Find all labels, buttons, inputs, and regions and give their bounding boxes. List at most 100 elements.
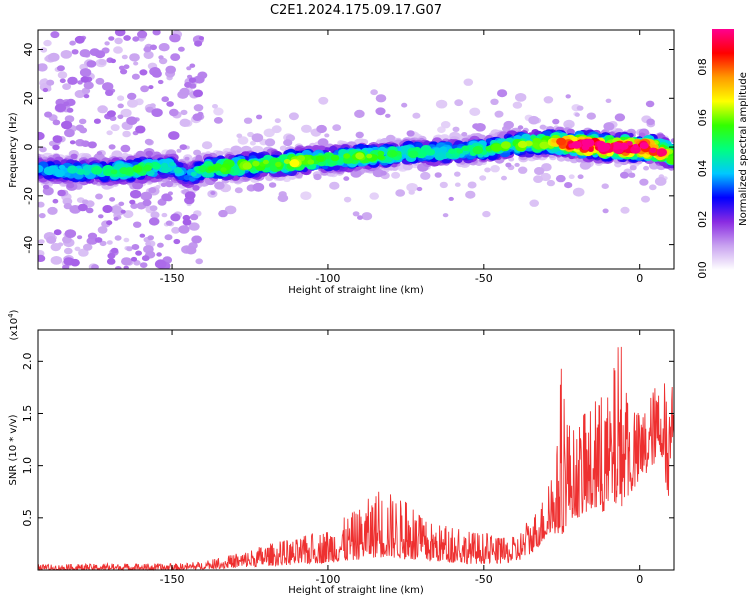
spectrogram-cell — [301, 124, 312, 133]
spectrogram-cell — [440, 121, 451, 129]
spectrogram-cell — [63, 172, 71, 178]
spectrogram-cell — [587, 147, 594, 152]
spectrogram-cell — [93, 118, 101, 124]
spectrogram-cell — [44, 111, 53, 118]
spectrogram-cell — [646, 118, 655, 126]
spectrogram-cell — [79, 118, 87, 125]
spectrogram-cell — [361, 212, 373, 221]
spectrogram-cell — [643, 165, 650, 171]
spectrogram-cell — [135, 125, 146, 134]
spectrogram-cell — [102, 82, 114, 91]
spectrogram-cell — [95, 77, 105, 85]
spectrogram-cell — [38, 239, 45, 245]
spectrogram-cell — [194, 75, 205, 84]
spectrogram-cell — [38, 131, 45, 141]
spectrogram-cell — [169, 161, 176, 167]
spectrogram-cell — [130, 203, 139, 209]
spectrogram-cell — [518, 166, 528, 174]
spectrogram-cell — [192, 185, 200, 191]
spectrogram-cell — [574, 112, 580, 117]
spectrogram-cell — [79, 127, 88, 134]
spectrogram-cell — [170, 53, 181, 61]
spectrogram-cell — [649, 184, 657, 191]
colorbar: 0.0 0.2 0.4 0.6 0.8 Normalized spectral ampl… — [696, 29, 749, 279]
spectrogram-cell — [110, 247, 119, 254]
spectrogram-cell — [307, 159, 315, 165]
x-tick-label: -100 — [315, 272, 340, 285]
colorbar-gradient — [712, 29, 734, 270]
spectrogram-cell — [586, 112, 596, 120]
spectrogram-cell — [252, 160, 260, 167]
spectrogram-cell — [46, 236, 57, 244]
spectrogram-cell — [564, 182, 573, 189]
spectrogram-cell — [234, 187, 243, 194]
spectrogram-cell — [137, 30, 148, 39]
spectrogram-points — [38, 30, 674, 269]
spectrogram-cell — [479, 175, 487, 181]
spectrogram-cell — [147, 235, 154, 241]
spectrogram-cell — [50, 256, 63, 265]
spectrogram-cell — [456, 148, 464, 154]
spectrogram-cell — [406, 130, 415, 137]
spectrogram-cell — [343, 153, 351, 159]
spectrogram-cell — [198, 36, 204, 41]
spectrogram-cell — [106, 240, 113, 245]
spectrogram-cell — [151, 70, 162, 78]
spectrogram-cell — [601, 183, 609, 189]
spectrogram-cell — [641, 195, 650, 203]
spectrogram-cell — [123, 35, 131, 41]
spectrogram-cell — [482, 210, 491, 218]
spectrogram-cell — [539, 124, 547, 130]
colorbar-tick-label: 0.2 — [696, 211, 709, 229]
spectrogram-cell — [114, 235, 122, 241]
spectrogram-cell — [110, 124, 120, 132]
spectrogram-cell — [144, 138, 153, 145]
spectrogram-cell — [123, 237, 130, 243]
spectrogram-cell — [61, 120, 73, 130]
spectrogram-cell — [38, 213, 46, 219]
spectrogram-cell — [552, 118, 560, 125]
spectrogram-cell — [148, 217, 160, 226]
spectrogram-cell — [59, 78, 66, 84]
spectrogram-cell — [395, 189, 406, 197]
spectrogram-cell — [218, 209, 228, 218]
spectrogram-cell — [620, 206, 630, 214]
spectrogram-cell — [577, 174, 584, 179]
spectrogram-cell — [173, 238, 181, 245]
spectrogram-cell — [329, 181, 340, 190]
spectrogram-cell — [42, 87, 49, 93]
spectrogram-cell — [105, 89, 114, 97]
spectrogram-cell — [184, 191, 196, 200]
spectrogram-cell — [179, 144, 188, 151]
spectrogram-cell — [38, 201, 45, 208]
spectrogram-cell — [201, 141, 213, 150]
spectrogram-cell — [97, 105, 108, 114]
spectrogram-cell — [132, 165, 143, 173]
spectrogram-cell — [529, 199, 539, 207]
spectrogram-cell — [416, 186, 423, 192]
spectrogram-cell — [188, 222, 200, 231]
spectrogram-cell — [632, 143, 639, 149]
spectrogram-cell — [113, 216, 119, 221]
spectrogram-cell — [139, 69, 148, 76]
spectrogram-cell — [69, 40, 76, 46]
spectrogram-cell — [179, 118, 191, 128]
spectrogram-cell — [130, 189, 142, 199]
spectrogram-cell — [503, 120, 514, 130]
spectrogram-cell — [133, 221, 142, 228]
spectrogram-cell — [370, 89, 378, 96]
spectrogram-cell — [135, 250, 143, 256]
spectrogram-cell — [57, 189, 66, 197]
colorbar-ticks: 0.0 0.2 0.4 0.6 0.8 — [696, 58, 709, 278]
snr-frame — [37, 329, 675, 571]
spectrogram-cell — [152, 30, 161, 36]
spectrogram-cell — [639, 178, 649, 186]
spectrogram-cell — [391, 171, 401, 179]
spectrogram-cell — [448, 196, 454, 201]
spectrogram-panel: -150 -100 -50 0 -40 -20 0 20 40 Height of strai… — [8, 29, 675, 296]
spectrogram-y-ticks: -40 -20 0 20 40 — [22, 43, 674, 254]
spectrogram-cell — [434, 172, 442, 178]
spectrogram-cell — [275, 161, 282, 167]
spectrogram-cell — [46, 79, 55, 86]
spectrogram-cell — [184, 81, 192, 88]
